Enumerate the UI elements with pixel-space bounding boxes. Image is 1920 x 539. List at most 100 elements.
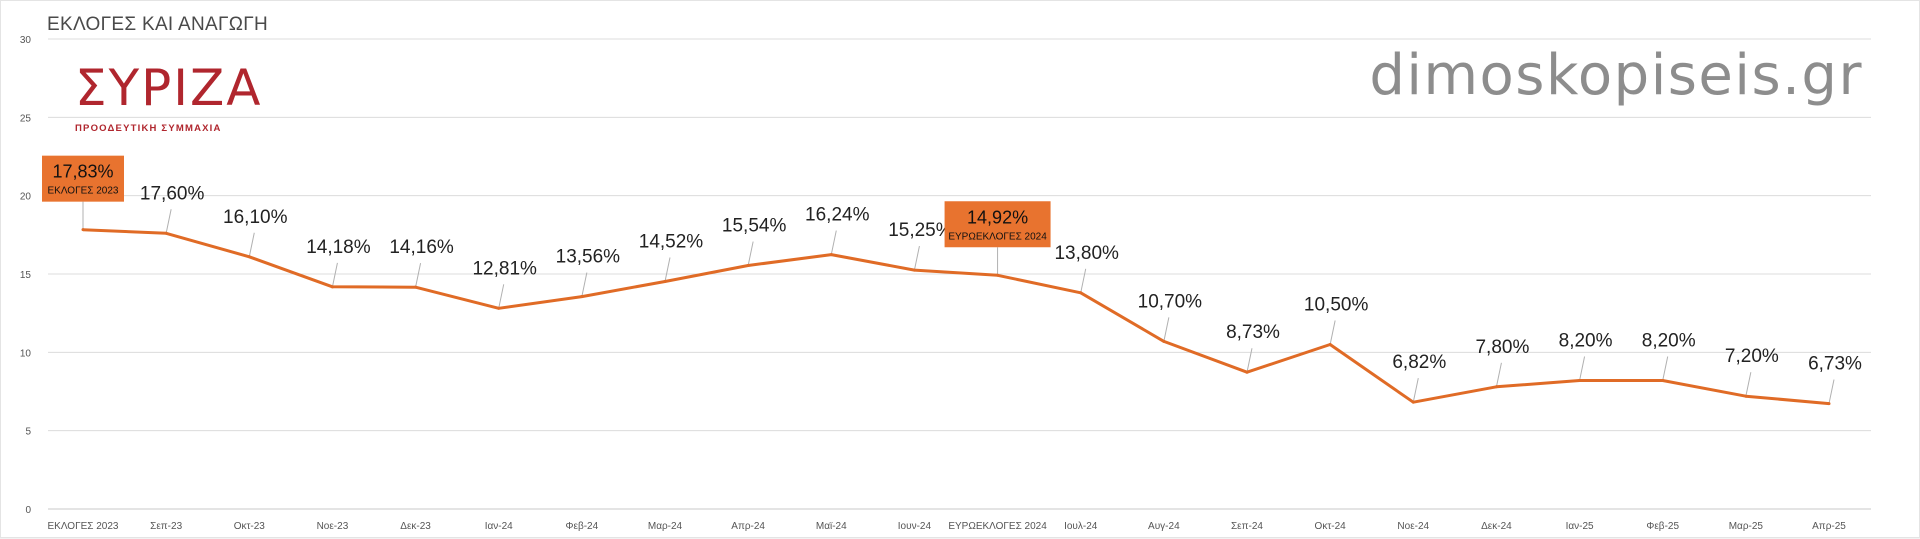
y-tick-label: 25: [20, 113, 32, 124]
leader-line: [1080, 268, 1087, 293]
x-tick-label: Νοε-24: [1397, 521, 1429, 532]
leader-line: [165, 209, 172, 234]
data-point: [164, 231, 168, 235]
x-tick-label: Οκτ-24: [1315, 521, 1347, 532]
data-point: [1661, 379, 1665, 383]
data-label: 17,60%: [140, 183, 205, 204]
data-labels: 17,60% 16,10% 14,18% 14,16% 12,81% 13,56% 14,5…: [140, 183, 1862, 374]
data-point: [1245, 370, 1249, 374]
data-point: [912, 268, 916, 272]
highlight-box: [944, 201, 1051, 248]
data-label: 16,24%: [805, 205, 870, 226]
party-logo: ΣΥΡΙΖΑ ΠΡΟΟΔΕΥΤΙΚΗ ΣΥΜΜΑΧΙΑ: [51, 53, 261, 137]
y-tick-label: 15: [20, 270, 32, 281]
leader-line: [1163, 317, 1170, 342]
leader-line: [830, 230, 837, 255]
logo-text: ΣΥΡΙΖΑ: [75, 59, 263, 117]
data-label: 13,80%: [1054, 243, 1119, 264]
series-line: [82, 228, 1830, 406]
y-tick-label: 5: [25, 427, 31, 438]
data-label: 6,73%: [1808, 354, 1862, 375]
leader-line: [1246, 348, 1253, 373]
x-tick-label: Μαϊ-24: [816, 521, 847, 532]
highlight-boxes: 17,83% ΕΚΛΟΓΕΣ 2023 14,92% ΕΥΡΩΕΚΛΟΓΕΣ 2024: [42, 155, 1051, 248]
data-point: [81, 228, 85, 232]
data-point: [580, 295, 584, 299]
logo-subtitle: ΠΡΟΟΔΕΥΤΙΚΗ ΣΥΜΜΑΧΙΑ: [75, 123, 222, 134]
leader-line: [331, 262, 338, 287]
x-tick-label: ΕΥΡΩΕΚΛΟΓΕΣ 2024: [948, 521, 1047, 532]
leader-line: [664, 257, 671, 282]
x-axis-ticks: ΕΚΛΟΓΕΣ 2023 Σεπ-23 Οκτ-23 Νοε-23 Δεκ-23 Ιαν-…: [48, 521, 1847, 532]
data-point: [414, 285, 418, 289]
x-tick-label: Ιαν-25: [1566, 521, 1594, 532]
leader-line: [747, 241, 754, 266]
leader-line: [1579, 356, 1586, 381]
leader-line: [1495, 362, 1502, 387]
y-tick-label: 0: [25, 505, 31, 516]
y-axis-ticks: 0 5 10 15 20 25 30: [20, 35, 32, 516]
leader-line: [1662, 356, 1669, 381]
data-point: [1827, 402, 1831, 406]
leader-line: [1828, 379, 1835, 404]
label-leaders: [82, 201, 1835, 404]
page-title: ΕΚΛΟΓΕΣ ΚΑΙ ΑΝΑΓΩΓΗ: [47, 14, 269, 35]
highlight-value: 17,83%: [52, 162, 113, 182]
data-point: [1578, 379, 1582, 383]
data-label: 15,25%: [888, 220, 953, 241]
leader-line: [913, 245, 920, 271]
x-tick-label: Φεβ-24: [566, 521, 599, 532]
data-point: [996, 273, 1000, 277]
x-tick-label: Σεπ-24: [1231, 521, 1263, 532]
data-label: 16,10%: [223, 207, 288, 228]
highlight-box: [42, 155, 124, 202]
data-label: 13,56%: [556, 247, 621, 268]
x-tick-label: Μαρ-25: [1729, 521, 1764, 532]
data-label: 8,73%: [1226, 322, 1280, 343]
leader-line: [498, 284, 505, 309]
data-label: 12,81%: [472, 258, 537, 279]
data-label: 7,20%: [1725, 346, 1779, 367]
brand-watermark: dimoskopiseis.gr: [1369, 43, 1863, 108]
data-label: 14,16%: [389, 237, 454, 258]
data-label: 15,54%: [722, 216, 787, 237]
data-point: [1411, 400, 1415, 404]
x-tick-label: Μαρ-24: [648, 521, 683, 532]
leader-line: [415, 263, 422, 288]
data-point: [1328, 343, 1332, 346]
data-point: [746, 264, 750, 268]
x-tick-label: Οκτ-23: [234, 521, 266, 532]
leader-line: [1329, 320, 1336, 345]
data-label: 14,18%: [306, 237, 371, 258]
x-tick-label: Ιαν-24: [485, 521, 513, 532]
leader-line: [581, 272, 588, 297]
x-tick-label: Απρ-24: [731, 521, 765, 532]
x-tick-label: Δεκ-24: [1481, 521, 1512, 532]
x-tick-label: Ιουλ-24: [1064, 521, 1098, 532]
x-tick-label: Σεπ-23: [150, 521, 182, 532]
data-label: 8,20%: [1559, 331, 1613, 352]
y-tick-label: 20: [20, 192, 32, 203]
grid-layer: [48, 38, 1871, 510]
y-tick-label: 30: [20, 35, 32, 46]
data-label: 6,82%: [1392, 352, 1446, 373]
data-label: 14,52%: [639, 232, 704, 253]
data-label: 7,80%: [1475, 337, 1529, 358]
data-label: 10,50%: [1304, 295, 1369, 316]
leader-line: [1745, 372, 1752, 397]
x-tick-label: Αυγ-24: [1148, 521, 1180, 532]
y-tick-label: 10: [20, 348, 32, 359]
x-tick-label: Δεκ-23: [400, 521, 431, 532]
data-point: [663, 280, 667, 284]
data-point: [247, 255, 251, 259]
data-label: 8,20%: [1642, 331, 1696, 352]
x-tick-label: Απρ-25: [1812, 521, 1846, 532]
data-point: [497, 306, 501, 310]
x-tick-label: Φεβ-25: [1646, 521, 1679, 532]
data-point: [1494, 385, 1498, 389]
data-point: [1744, 394, 1748, 398]
leader-line: [1412, 378, 1419, 403]
leader-line: [248, 232, 255, 257]
